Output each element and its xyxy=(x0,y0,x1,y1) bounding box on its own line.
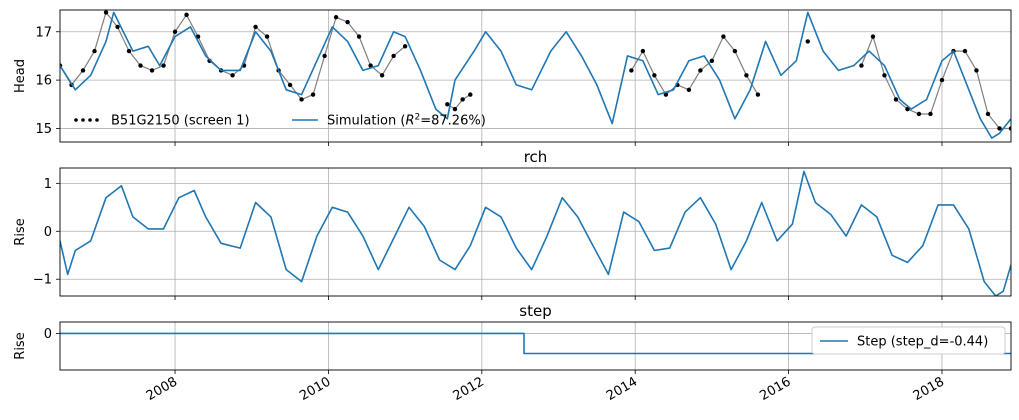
legend-marker xyxy=(74,118,78,122)
observation-point xyxy=(962,48,968,54)
observation-point xyxy=(184,12,189,18)
observation-point xyxy=(1008,126,1011,131)
observation-point xyxy=(368,63,373,68)
legend: B51G2150 (screen 1) Simulation (R2=87.26%… xyxy=(74,113,486,129)
panel-2: −1 0 1 Rise rch xyxy=(13,148,1012,300)
observation-point xyxy=(379,73,385,78)
observation-line xyxy=(860,34,1011,130)
observation-point xyxy=(928,111,933,117)
series-group xyxy=(60,332,1011,355)
observation-point xyxy=(870,34,876,39)
observation-point xyxy=(115,24,120,30)
observation-point xyxy=(391,53,396,59)
panel-title: step xyxy=(519,302,551,320)
observation-point xyxy=(460,97,465,102)
axes-frame xyxy=(59,167,1012,297)
observation-point xyxy=(299,97,304,102)
observation-point xyxy=(721,34,726,39)
panel-1: 15 16 17 Head B51G2150 (screen 1) Simulation … xyxy=(13,9,1012,146)
observation-point xyxy=(149,68,155,73)
observation-point xyxy=(905,106,910,112)
observation-point xyxy=(322,53,327,59)
observation-point xyxy=(230,73,235,78)
y-tick-label: 17 xyxy=(35,25,52,40)
observation-point xyxy=(939,77,945,83)
y-tick-label: 1 xyxy=(44,177,52,192)
observation-point xyxy=(916,111,922,117)
observation-point xyxy=(805,39,810,44)
y-axis-label: Rise xyxy=(13,332,28,359)
observation-point xyxy=(333,15,339,20)
observation-point xyxy=(80,68,86,73)
y-axis-label: Rise xyxy=(13,218,28,245)
observation-point xyxy=(138,63,143,68)
observation-point xyxy=(264,34,270,39)
x-tick-label: 2012 xyxy=(451,374,487,404)
observation-point xyxy=(997,126,1002,131)
observation-point xyxy=(287,82,293,88)
legend-marker xyxy=(81,118,85,122)
x-tick-label: 2014 xyxy=(604,374,640,404)
y-tick-label: 16 xyxy=(35,74,52,89)
y-tick-label: −1 xyxy=(33,273,52,288)
legend-box xyxy=(811,326,1006,355)
legend-label: Simulation (R2=87.26%) xyxy=(327,113,486,129)
observation-point xyxy=(356,34,362,39)
legend: Step (step_d=-0.44) xyxy=(811,326,1006,355)
panel-3: 0 Rise step Step (step_d=-0.44) xyxy=(13,302,1012,374)
observation-point xyxy=(985,111,991,117)
legend-marker xyxy=(95,118,99,122)
series-line xyxy=(60,170,1011,296)
legend-label: B51G2150 (screen 1) xyxy=(111,114,250,129)
x-tick-label: 2018 xyxy=(911,374,947,404)
axes-frame xyxy=(59,321,1012,371)
series-group xyxy=(60,170,1011,296)
observation-point xyxy=(310,92,316,97)
observation-point xyxy=(859,63,864,68)
observation-point xyxy=(698,68,703,73)
observation-point xyxy=(652,73,657,78)
observation-point xyxy=(468,92,473,97)
observation-point xyxy=(744,73,749,78)
observation-point xyxy=(709,58,715,63)
panel-title: rch xyxy=(524,148,548,166)
observation-point xyxy=(103,10,109,15)
observation-point xyxy=(92,48,97,54)
y-tick-label: 0 xyxy=(44,327,52,342)
observation-point xyxy=(452,106,458,112)
observation-line xyxy=(630,35,759,96)
observation-point xyxy=(161,63,166,68)
observation-point xyxy=(126,48,132,54)
legend-label: Step (step_d=-0.44) xyxy=(857,335,988,350)
legend-marker xyxy=(88,118,92,122)
observation-point xyxy=(732,48,738,54)
series-group xyxy=(60,10,1011,139)
panels: 15 16 17 Head B51G2150 (screen 1) Simulation … xyxy=(13,9,1012,404)
observation-point xyxy=(445,102,450,107)
observation-point xyxy=(402,44,408,49)
observation-point xyxy=(345,19,350,25)
observation-point xyxy=(253,24,258,30)
observation-point xyxy=(663,92,669,97)
x-tick-label: 2008 xyxy=(144,374,180,404)
axes-frame xyxy=(59,9,1012,143)
observation-point xyxy=(686,87,692,92)
observation-point xyxy=(640,48,646,54)
y-tick-label: 15 xyxy=(35,122,52,137)
observation-point xyxy=(755,92,761,97)
observation-point xyxy=(893,97,899,102)
observation-point xyxy=(629,68,634,73)
y-axis-label: Head xyxy=(13,59,28,93)
series-line xyxy=(60,11,1011,139)
y-tick-label: 0 xyxy=(44,225,52,240)
observation-point xyxy=(974,68,979,73)
observation-point xyxy=(172,29,178,34)
x-tick-label: 2016 xyxy=(757,374,793,404)
x-tick-label: 2010 xyxy=(297,374,333,404)
series-line xyxy=(60,332,1011,355)
observation-line xyxy=(446,94,471,110)
observation-point xyxy=(882,73,887,78)
observation-line xyxy=(60,11,406,101)
